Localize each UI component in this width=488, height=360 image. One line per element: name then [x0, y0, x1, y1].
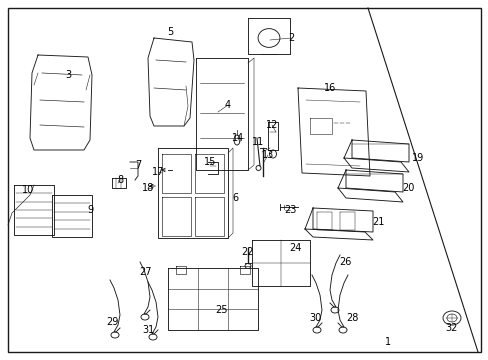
- Text: 30: 30: [308, 313, 321, 323]
- Text: 29: 29: [105, 317, 118, 327]
- Text: 22: 22: [241, 247, 254, 257]
- Text: 3: 3: [65, 70, 71, 80]
- Text: 6: 6: [231, 193, 238, 203]
- Text: 26: 26: [338, 257, 350, 267]
- Text: 10: 10: [22, 185, 34, 195]
- Text: 8: 8: [117, 175, 123, 185]
- Text: 1: 1: [384, 337, 390, 347]
- Text: 15: 15: [203, 157, 216, 167]
- Text: 25: 25: [215, 305, 228, 315]
- Text: 18: 18: [142, 183, 154, 193]
- Text: 21: 21: [371, 217, 384, 227]
- Text: 12: 12: [265, 120, 278, 130]
- Text: 9: 9: [87, 205, 93, 215]
- Text: 17: 17: [151, 167, 164, 177]
- Text: 5: 5: [166, 27, 173, 37]
- Text: 27: 27: [139, 267, 151, 277]
- Text: 11: 11: [251, 137, 264, 147]
- Text: 31: 31: [142, 325, 154, 335]
- Text: 4: 4: [224, 100, 231, 110]
- Text: 20: 20: [401, 183, 413, 193]
- Text: 16: 16: [323, 83, 335, 93]
- Text: 28: 28: [345, 313, 357, 323]
- Text: 32: 32: [445, 323, 457, 333]
- Text: 24: 24: [288, 243, 301, 253]
- Text: 23: 23: [283, 205, 296, 215]
- Text: 7: 7: [135, 160, 141, 170]
- Text: 2: 2: [287, 33, 293, 43]
- Text: 19: 19: [411, 153, 423, 163]
- Text: 13: 13: [262, 150, 274, 160]
- Text: 14: 14: [231, 133, 244, 143]
